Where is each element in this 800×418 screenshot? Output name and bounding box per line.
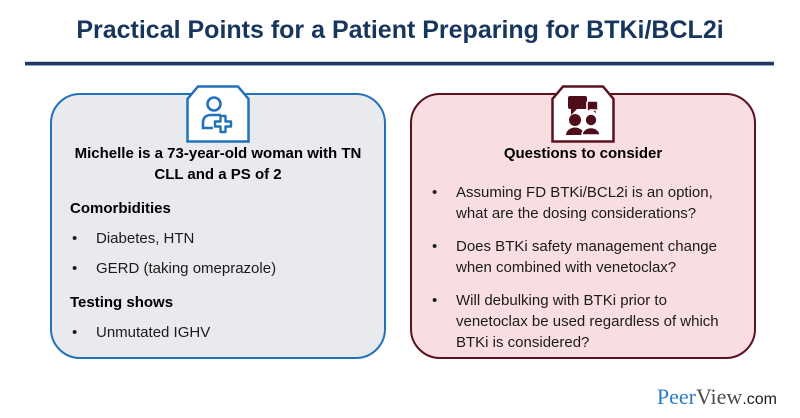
- list-item-text: Diabetes, HTN: [96, 230, 195, 247]
- logo-view: View: [695, 384, 743, 409]
- comorbidities-list: • Diabetes, HTN • GERD (taking omeprazol…: [52, 228, 384, 279]
- questions-card-heading: Questions to consider: [503, 145, 663, 162]
- page-title: Practical Points for a Patient Preparing…: [76, 16, 724, 44]
- peerview-logo: PeerView.com: [657, 385, 777, 412]
- patient-icon-tab: [186, 85, 250, 143]
- bullet-icon: •: [72, 324, 78, 341]
- list-item-text: GERD (taking omeprazole): [96, 260, 277, 277]
- title-divider: [25, 61, 774, 66]
- list-item-text: Assuming FD BTKi/BCL2i is an option, wha…: [456, 184, 713, 222]
- list-item: • Diabetes, HTN: [72, 228, 370, 249]
- add-person-icon: [186, 85, 250, 143]
- list-item-text: Does BTKi safety management change when …: [456, 238, 717, 276]
- logo-peer: Peer: [656, 384, 696, 409]
- bullet-icon: •: [432, 292, 438, 309]
- questions-list: • Assuming FD BTKi/BCL2i is an option, w…: [412, 182, 754, 353]
- list-item: • Assuming FD BTKi/BCL2i is an option, w…: [432, 182, 740, 224]
- testing-list: • Unmutated IGHV: [52, 322, 384, 343]
- bullet-icon: •: [432, 184, 438, 201]
- patient-card-heading: Michelle is a 73-year-old woman with TN …: [74, 145, 362, 183]
- list-item: • GERD (taking omeprazole): [72, 258, 370, 279]
- bullet-icon: •: [72, 260, 78, 277]
- list-item: • Will debulking with BTKi prior to vene…: [432, 290, 740, 353]
- list-item-text: Unmutated IGHV: [96, 324, 211, 341]
- bullet-icon: •: [72, 230, 78, 247]
- testing-shows-label: Testing shows: [70, 294, 174, 311]
- list-item-text: Will debulking with BTKi prior to veneto…: [456, 292, 719, 351]
- list-item: • Unmutated IGHV: [72, 322, 370, 343]
- patient-card: Michelle is a 73-year-old woman with TN …: [50, 85, 386, 359]
- bullet-icon: •: [432, 238, 438, 255]
- questions-icon-tab: [551, 85, 615, 143]
- questions-card: Questions to consider • Assuming FD BTKi…: [410, 85, 756, 359]
- discussion-icon: [551, 85, 615, 143]
- comorbidities-label: Comorbidities: [70, 200, 171, 217]
- list-item: • Does BTKi safety management change whe…: [432, 236, 740, 278]
- logo-com: .com: [742, 391, 777, 408]
